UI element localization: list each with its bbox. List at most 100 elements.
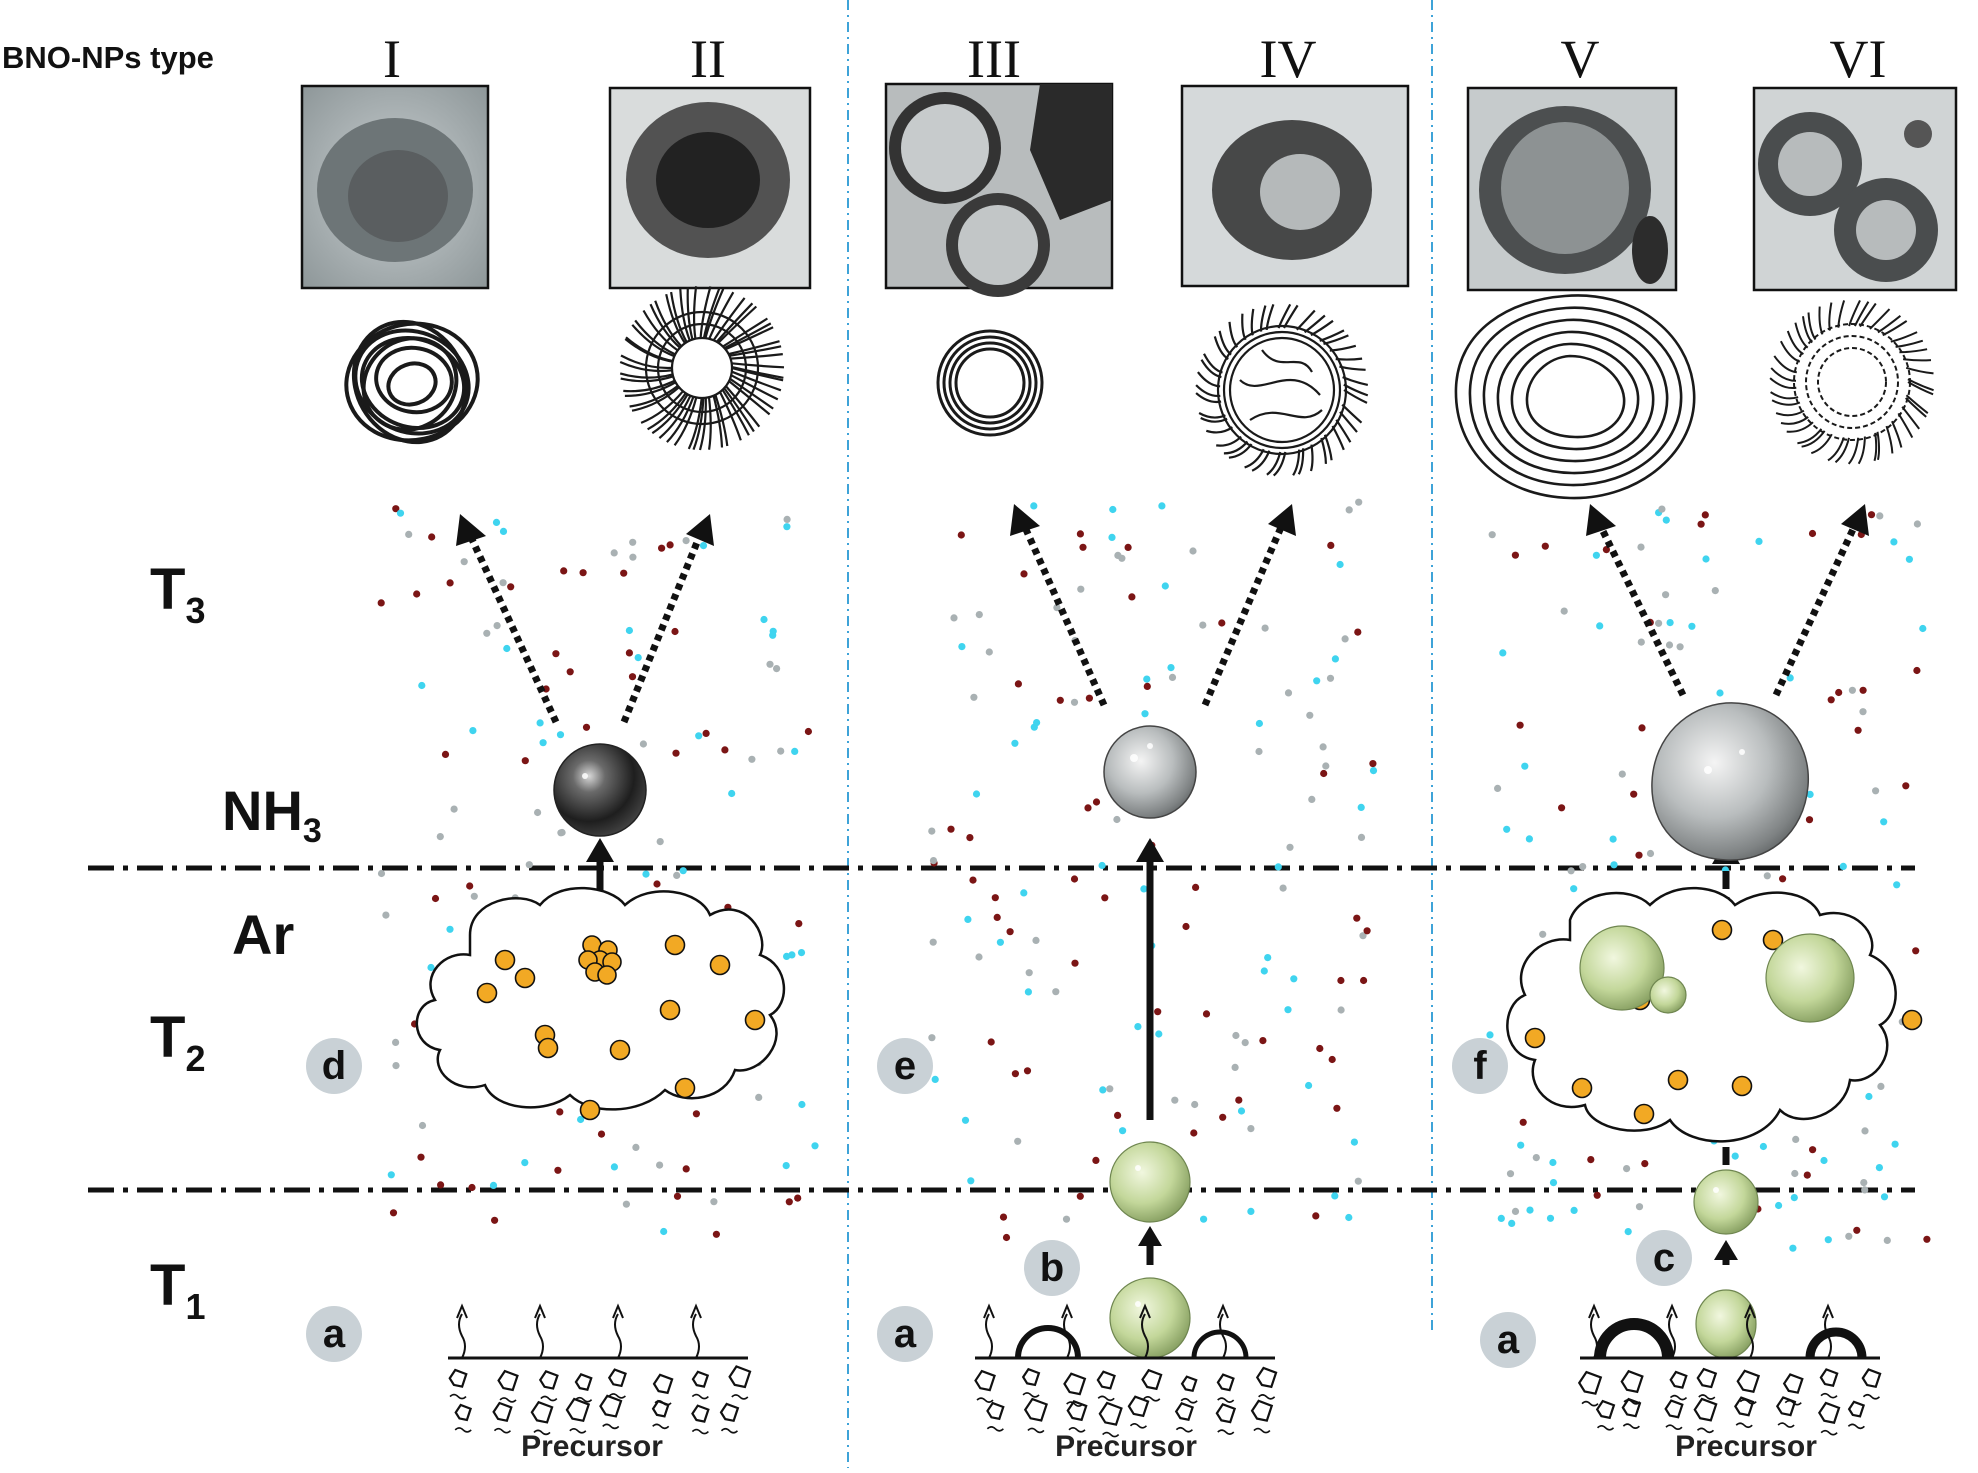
hair-strand <box>1786 330 1804 355</box>
hair-strand <box>619 360 673 373</box>
gas-molecule-dot <box>1893 881 1901 889</box>
hair-strand <box>731 366 784 379</box>
gas-molecule-dot <box>1865 1092 1873 1101</box>
gas-molecule-dot <box>1025 969 1033 977</box>
gas-molecule-dot <box>1030 502 1038 510</box>
gas-molecule-dot <box>1867 511 1876 519</box>
gas-molecule-dot <box>929 938 937 946</box>
gas-molecule-dot <box>1824 1236 1832 1244</box>
gas-molecule-dot <box>1525 835 1533 843</box>
gas-molecule-dot <box>1143 675 1151 683</box>
hair-strand <box>1339 411 1358 433</box>
gas-molecule-dot <box>1192 883 1200 892</box>
gas-molecule-dot <box>1319 743 1327 751</box>
gas-molecule-dot <box>975 953 983 961</box>
gas-molecule-dot <box>1662 591 1670 599</box>
gas-molecule-dot <box>1641 1160 1649 1168</box>
gas-molecule-dot <box>1880 1193 1889 1201</box>
step-badge-d: d <box>306 1038 362 1094</box>
gas-molecule-dot <box>1154 1008 1162 1016</box>
arrowhead-VI <box>1841 504 1869 536</box>
hair-strand <box>1265 304 1275 330</box>
gas-molecule-dot <box>1499 649 1507 657</box>
precursor-grain <box>1127 1395 1150 1418</box>
precursor-tilde <box>569 1427 587 1434</box>
hair-strand <box>1241 313 1247 341</box>
precursor-grain <box>1021 1367 1041 1387</box>
gas-molecule-dot <box>625 649 634 657</box>
precursor-tilde <box>602 1423 620 1430</box>
arrowhead-III <box>1010 504 1040 536</box>
precursor-tilde <box>1258 1394 1276 1400</box>
precursor-substrate <box>448 1303 752 1436</box>
hair-strand <box>687 397 703 450</box>
gas-molecule-dot <box>660 1227 668 1236</box>
vapor-wisp-arrow <box>534 1303 546 1319</box>
gas-molecule-dot <box>699 542 708 550</box>
gas-molecule-dot <box>413 590 421 598</box>
precursor-tilde <box>493 1427 512 1434</box>
gas-molecule-dot <box>1549 1158 1557 1167</box>
gas-molecule-dot <box>579 569 587 577</box>
gas-molecule-dot <box>1098 861 1106 870</box>
arrow-dotted-to-IV <box>1201 523 1286 707</box>
precursor-substrates <box>448 1303 1882 1438</box>
gas-molecule-dot <box>468 1183 476 1192</box>
hair-strand <box>728 340 780 356</box>
gas-molecule-dot <box>552 650 560 658</box>
hair-strand <box>620 375 674 383</box>
tem-micrograph-VI <box>1752 86 1958 292</box>
gas-molecule-dot <box>666 541 674 549</box>
gas-molecule-dot <box>1890 538 1898 546</box>
hair-strand <box>1323 334 1349 345</box>
hair-strand <box>721 389 750 436</box>
gas-molecule-dot <box>1912 947 1920 955</box>
precursor-bubble <box>1015 1325 1081 1359</box>
hair-strand <box>654 300 683 347</box>
gas-molecule-dot <box>1114 551 1122 560</box>
gas-molecule-dot <box>1676 643 1684 651</box>
gas-molecule-dot <box>1875 1164 1883 1172</box>
arrow-dotted-to-III <box>1020 523 1108 707</box>
precursor-label-col2: Precursor <box>1055 1430 1197 1463</box>
gas-molecule-dot <box>728 789 736 798</box>
hair-strand <box>1228 321 1239 348</box>
precursor-grain <box>974 1369 996 1392</box>
gas-molecule-dot <box>642 870 650 878</box>
gas-molecule-dot <box>428 533 436 541</box>
vapor-wisp <box>1746 1313 1754 1359</box>
gas-molecule-dot <box>964 915 972 924</box>
gas-molecule-dot <box>1637 543 1645 551</box>
gas-molecule-dot <box>1114 1111 1122 1119</box>
gas-molecule-dot <box>1360 976 1368 985</box>
hair-strand <box>1891 420 1903 448</box>
gas-molecule-dot <box>521 1159 529 1167</box>
hair-strand <box>647 392 687 431</box>
gas-molecule-dot <box>1085 694 1093 702</box>
hair-strand <box>730 353 783 360</box>
gas-molecule-dot <box>1076 1192 1084 1200</box>
gas-molecule-dot <box>1113 815 1121 824</box>
gas-molecule-dot <box>1158 502 1166 510</box>
gas-label-ar: Ar <box>232 903 295 966</box>
gas-molecule-dot <box>392 505 400 513</box>
hair-strand <box>1818 306 1824 335</box>
hair-strand <box>1773 355 1797 374</box>
gas-molecule-dot <box>1023 1067 1032 1075</box>
gas-molecule-dot <box>1167 664 1175 672</box>
arrow-dotted-to-VI <box>1772 523 1859 697</box>
precursor-substrate <box>1577 1303 1882 1436</box>
gas-molecule-dot <box>1558 804 1566 812</box>
gas-molecule-dot <box>418 1121 427 1130</box>
gas-molecule-dot <box>673 871 681 880</box>
gas-molecule-dot <box>1506 1170 1515 1178</box>
precursor-tilde <box>1820 1392 1838 1399</box>
gas-molecule-dot <box>1587 1156 1595 1164</box>
precursor-tilde <box>608 1393 626 1399</box>
gas-molecule-dot <box>783 952 791 961</box>
gas-molecule-dot <box>1099 1086 1107 1094</box>
step-badge-a-col1: a <box>306 1306 362 1362</box>
gas-molecule-dot <box>1308 795 1316 804</box>
gas-molecule-dot <box>1610 861 1618 869</box>
precursor-tilde <box>720 1427 739 1434</box>
